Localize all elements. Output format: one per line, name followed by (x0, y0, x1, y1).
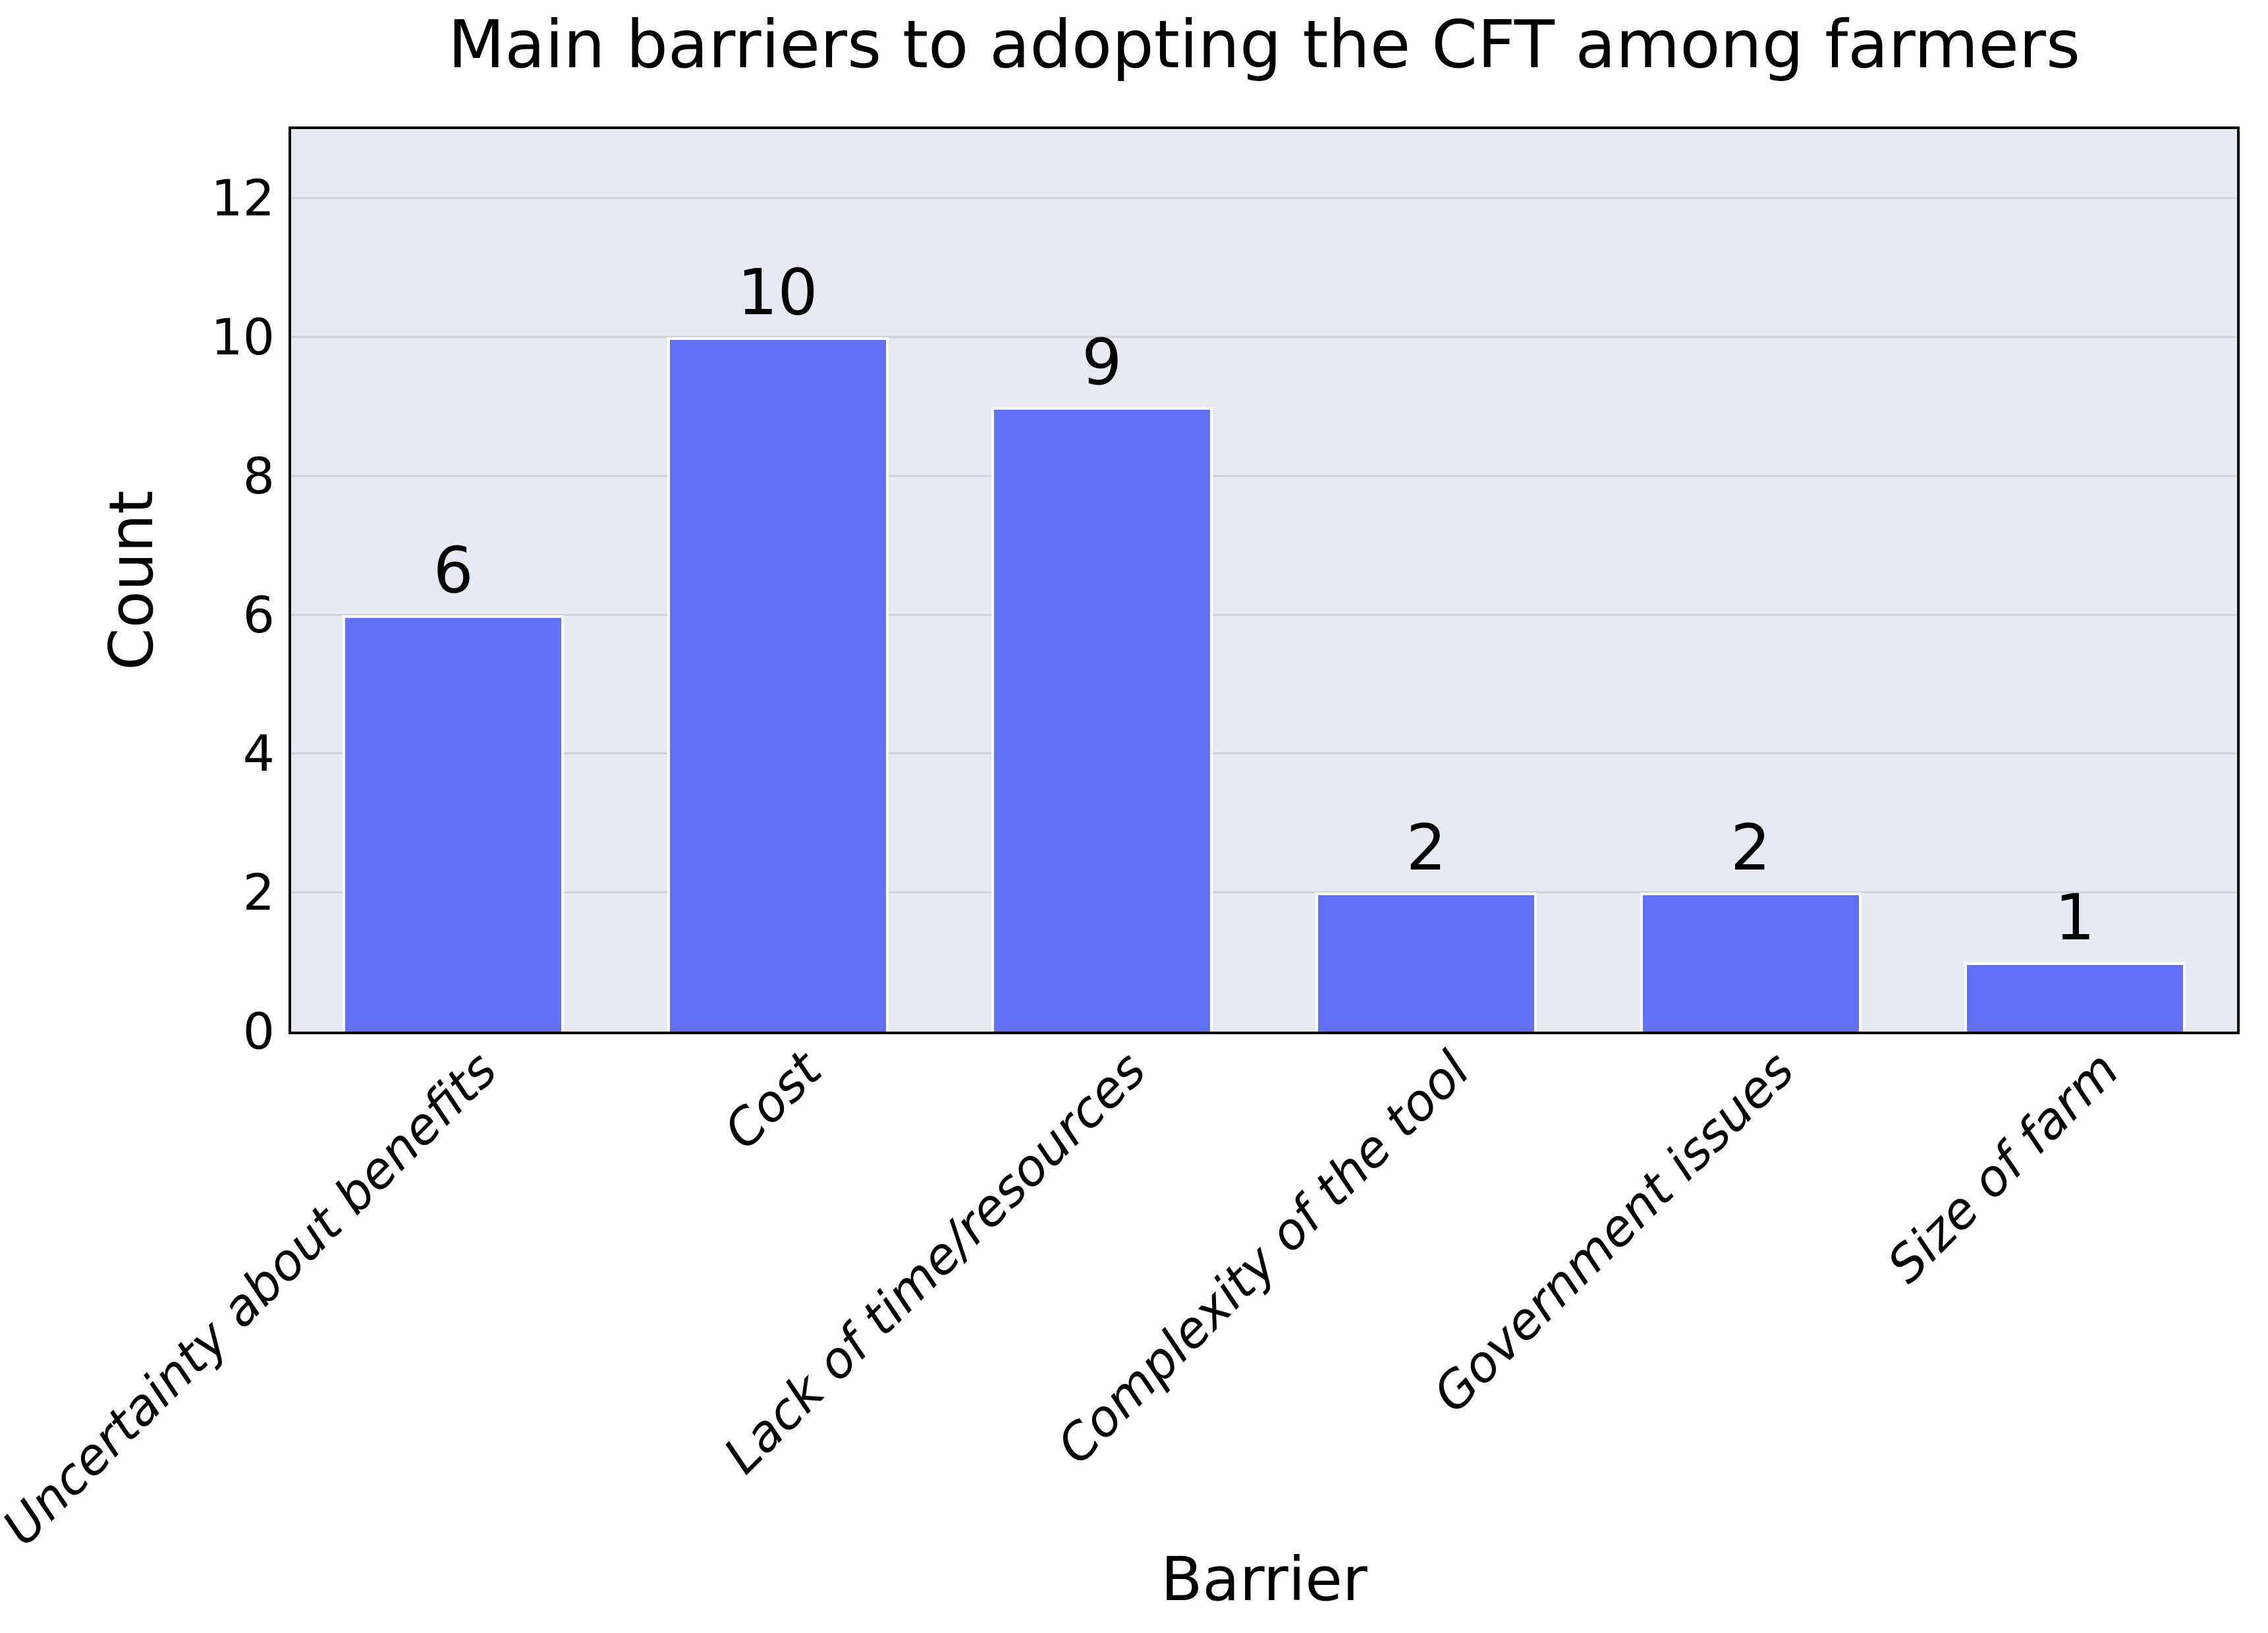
bar (343, 615, 565, 1032)
bar (1964, 962, 2186, 1032)
plot-area: 6 10 9 2 2 1 (289, 126, 2240, 1034)
bar (1640, 893, 1862, 1032)
bar (991, 406, 1213, 1032)
grid-line (291, 197, 2237, 200)
y-axis-title: Count (96, 490, 167, 671)
y-tick-label: 2 (242, 863, 275, 922)
bar-value-label: 9 (1082, 325, 1122, 399)
grid-line (291, 613, 2237, 616)
x-tick-label: Size of farm (1875, 1040, 2130, 1294)
x-tick-label: Cost (712, 1040, 833, 1161)
grid-line (291, 336, 2237, 339)
y-tick-label: 8 (242, 446, 275, 505)
grid-line (291, 891, 2237, 894)
bar (1315, 893, 1537, 1032)
bar-value-label: 6 (433, 533, 474, 607)
x-axis-title: Barrier (1161, 1544, 1368, 1615)
y-tick-label: 10 (211, 308, 275, 367)
bar (667, 337, 889, 1032)
bar-value-label: 10 (737, 256, 818, 330)
y-tick-label: 12 (211, 169, 275, 228)
bar-value-label: 2 (1406, 811, 1447, 885)
bar-value-label: 1 (2055, 880, 2095, 955)
chart-title: Main barriers to adopting the CFT among … (447, 6, 2081, 83)
x-tick-label: Uncertainty about benefits (0, 1040, 509, 1557)
y-tick-label: 6 (242, 585, 275, 644)
bar-value-label: 2 (1730, 811, 1771, 885)
y-tick-label: 4 (242, 724, 275, 783)
grid-line (291, 474, 2237, 477)
grid-line (291, 752, 2237, 755)
x-tick-label: Government issues (1422, 1040, 1806, 1424)
y-tick-label: 0 (242, 1002, 275, 1061)
